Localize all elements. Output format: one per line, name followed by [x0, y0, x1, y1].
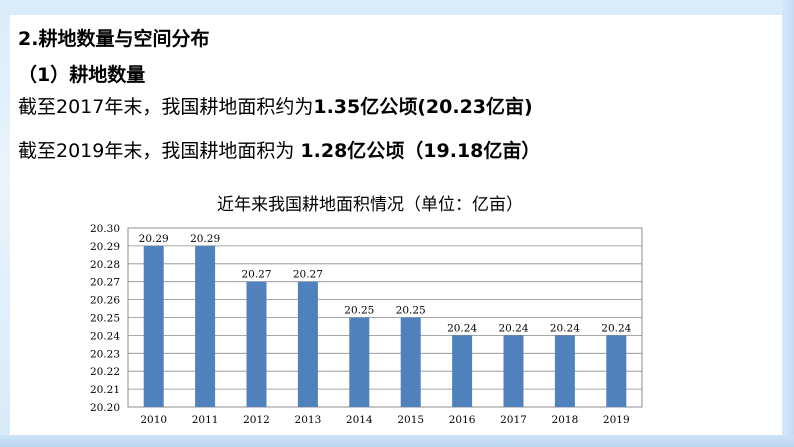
data-label: 20.24: [447, 322, 477, 334]
bar: [606, 335, 627, 407]
bar: [452, 335, 473, 407]
y-tick-label: 20.25: [90, 313, 120, 325]
text-line-2017-prefix: 截至2017年末，我国耕地面积约为: [18, 96, 314, 118]
x-tick-label: 2015: [397, 414, 424, 426]
bar: [297, 281, 318, 407]
y-tick-label: 20.23: [90, 348, 120, 360]
x-tick-label: 2010: [140, 414, 167, 426]
bar: [349, 317, 370, 407]
y-tick-label: 20.27: [90, 277, 120, 289]
text-line-2019-prefix: 截至2019年末，我国耕地面积为: [18, 140, 301, 162]
data-label: 20.24: [550, 322, 580, 334]
data-label: 20.25: [344, 305, 374, 317]
data-label: 20.24: [498, 322, 528, 334]
bar: [195, 245, 216, 407]
text-line-2019-value: 1.28亿公顷（19.18亿亩）: [300, 140, 541, 162]
x-tick-label: 2018: [552, 414, 579, 426]
chart-title: 近年来我国耕地面积情况（单位：亿亩）: [217, 195, 523, 215]
data-label: 20.29: [190, 233, 220, 245]
x-tick-label: 2016: [449, 414, 476, 426]
y-tick-label: 20.24: [90, 330, 120, 342]
x-tick-label: 2014: [346, 414, 373, 426]
x-tick-label: 2012: [243, 414, 270, 426]
text-line-2017: 截至2017年末，我国耕地面积约为1.35亿公顷(20.23亿亩): [18, 92, 533, 119]
text-line-2019: 截至2019年末，我国耕地面积为 1.28亿公顷（19.18亿亩）: [18, 136, 540, 163]
bar: [246, 281, 267, 407]
slide-heading: 2.耕地数量与空间分布: [18, 28, 210, 50]
y-tick-label: 20.20: [90, 402, 120, 414]
slide-canvas: [10, 15, 782, 435]
y-tick-label: 20.22: [90, 366, 120, 378]
data-label: 20.27: [293, 269, 323, 281]
y-tick-label: 20.30: [90, 223, 120, 235]
data-label: 20.25: [396, 305, 426, 317]
y-tick-label: 20.29: [90, 241, 120, 253]
bar-chart: 近年来我国耕地面积情况（单位：亿亩） 20.30 20.29 20.28 20.27 2…: [90, 195, 643, 426]
data-label: 20.27: [241, 269, 271, 281]
bar: [143, 245, 164, 407]
data-label: 20.29: [139, 233, 169, 245]
x-tick-label: 2019: [603, 414, 630, 426]
bar: [554, 335, 575, 407]
data-label: 20.24: [601, 322, 631, 334]
text-line-2017-value: 1.35亿公顷(20.23亿亩): [313, 96, 533, 118]
slide-subheading: （1）耕地数量: [18, 64, 146, 86]
bar: [503, 335, 524, 407]
x-tick-label: 2011: [192, 414, 219, 426]
x-tick-label: 2013: [295, 414, 322, 426]
slide-frame-bottom-edge: [0, 435, 794, 447]
x-tick-label: 2017: [500, 414, 527, 426]
y-tick-label: 20.26: [90, 295, 120, 307]
bar: [400, 317, 421, 407]
y-tick-label: 20.21: [90, 384, 120, 396]
slide-frame-right-edge: [782, 0, 794, 447]
chart-container: 近年来我国耕地面积情况（单位：亿亩） 20.30 20.29 20.28 20.27 2…: [84, 190, 656, 435]
y-tick-label: 20.28: [90, 259, 120, 271]
